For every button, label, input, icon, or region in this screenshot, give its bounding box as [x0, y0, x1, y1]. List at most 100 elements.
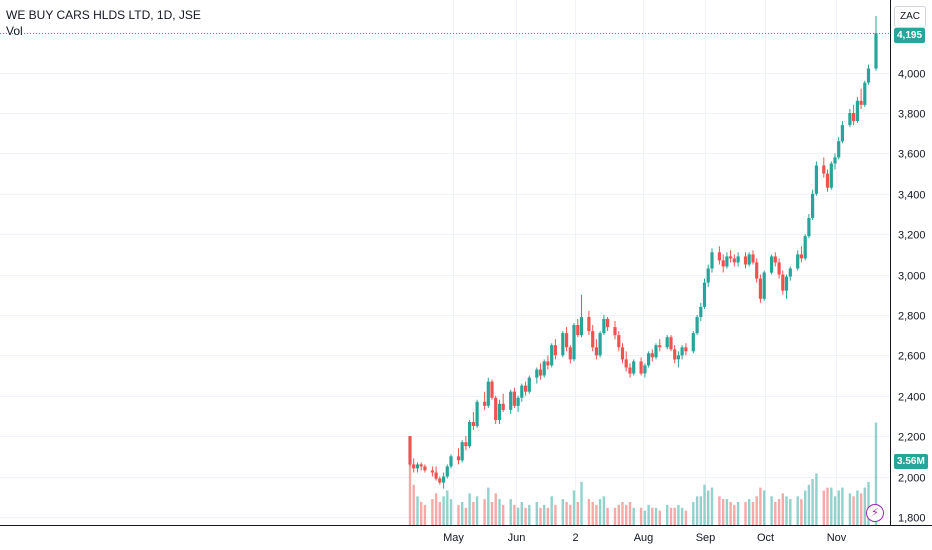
volume-bar	[498, 499, 501, 525]
candle-body	[822, 165, 826, 174]
candle-body	[807, 218, 811, 237]
volume-bar	[729, 502, 732, 525]
time-tick-label: Nov	[827, 532, 847, 544]
volume-bar	[856, 490, 859, 525]
volume-bar	[513, 504, 516, 525]
candle-body	[825, 173, 830, 188]
price-tick-label: 2,000	[898, 473, 926, 485]
candlestick-series	[408, 16, 878, 489]
currency-button[interactable]: ZAC	[894, 6, 926, 28]
volume-bar	[550, 496, 553, 526]
lightning-bolt-icon[interactable]: ⚡	[866, 504, 884, 522]
candle-body	[874, 33, 878, 69]
candle-body	[449, 456, 453, 467]
volume-bar	[677, 504, 680, 525]
candle-body	[419, 464, 423, 467]
volume-bar	[572, 490, 576, 525]
volume-bar	[423, 504, 427, 525]
volume-bar	[528, 504, 531, 525]
volume-bar	[595, 504, 598, 525]
volume-bar	[718, 496, 721, 526]
candle-body	[442, 476, 446, 483]
candle-body	[863, 82, 867, 105]
volume-bar	[837, 490, 840, 525]
volume-bar	[695, 496, 699, 526]
candle-body	[415, 464, 420, 469]
candle-body	[617, 335, 621, 348]
chart-grid	[0, 0, 890, 525]
candle-body	[852, 113, 856, 122]
volume-bar	[710, 487, 714, 525]
candle-body	[788, 268, 792, 277]
last-price-badge: 4,195	[894, 28, 926, 43]
candle-body	[773, 256, 777, 263]
volume-label[interactable]: Vol	[6, 24, 23, 38]
volume-bar	[483, 499, 486, 525]
volume-bar	[785, 496, 788, 526]
candle-body	[811, 193, 815, 218]
volume-bars	[408, 422, 878, 526]
candle-body	[710, 252, 714, 269]
volume-bar	[468, 493, 471, 525]
candle-body	[408, 436, 412, 465]
price-axis-ticks: 1,800 2,000 2,200 2,400 2,600 2,800 3,000 3,200…	[898, 69, 926, 525]
candle-body	[837, 141, 841, 158]
candle-body	[743, 256, 748, 265]
volume-bar	[859, 493, 863, 525]
volume-bar	[617, 504, 620, 525]
volume-bar	[755, 496, 758, 526]
candle-body	[524, 385, 528, 392]
candle-body	[464, 442, 468, 447]
volume-bar	[751, 502, 755, 525]
volume-bar	[472, 502, 475, 525]
price-tick-label: 3,800	[898, 109, 926, 121]
candle-body	[553, 345, 557, 356]
volume-bar	[621, 502, 624, 525]
volume-bar	[673, 507, 676, 526]
candle-body	[497, 403, 502, 420]
candle-body	[483, 401, 487, 406]
volume-bar	[733, 504, 736, 525]
candle-body	[803, 236, 807, 259]
candle-body	[587, 317, 591, 332]
volume-bar	[874, 422, 878, 525]
volume-bar	[520, 502, 523, 525]
volume-bar	[684, 510, 688, 525]
symbol-title[interactable]: WE BUY CARS HLDS LTD, 1D, JSE	[6, 8, 201, 22]
candle-body	[520, 385, 524, 398]
candle-body	[579, 317, 584, 336]
volume-bar	[461, 502, 464, 525]
candle-body	[669, 337, 673, 350]
candle-body	[717, 252, 721, 261]
volume-bar	[416, 496, 419, 526]
candle-body	[538, 369, 543, 376]
candle-body	[613, 327, 617, 336]
volume-bar	[446, 490, 449, 525]
candle-body	[639, 361, 643, 374]
volume-bar	[736, 502, 740, 525]
candle-body	[729, 256, 733, 259]
candle-body	[468, 422, 472, 447]
price-tick-label: 4,000	[898, 69, 926, 81]
candle-body	[561, 333, 565, 356]
volume-bar	[707, 490, 710, 525]
volume-bar	[431, 499, 434, 525]
price-tick-label: 2,800	[898, 311, 926, 323]
candle-body	[565, 333, 569, 348]
volume-bar	[643, 510, 647, 525]
volume-bar	[651, 507, 654, 526]
candle-body	[509, 391, 513, 410]
volume-bar	[420, 502, 423, 525]
volume-bar	[703, 484, 706, 526]
volume-bar	[807, 484, 811, 526]
candle-body	[650, 353, 654, 358]
volume-bar	[475, 496, 479, 526]
candle-body	[576, 325, 580, 336]
candle-body	[412, 464, 416, 469]
candle-body	[840, 125, 844, 142]
volume-bar	[822, 490, 825, 525]
volume-bar	[744, 502, 747, 525]
volume-bar	[408, 458, 412, 525]
volume-bar	[815, 473, 818, 526]
